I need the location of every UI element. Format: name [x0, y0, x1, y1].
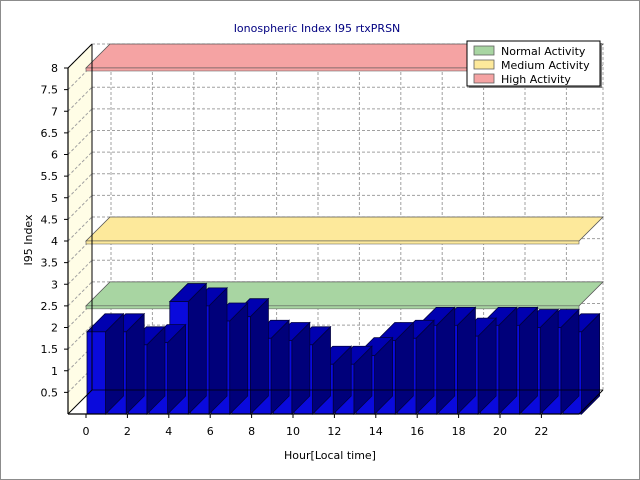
chart-title: Ionospheric Index I95 rtxPRSN — [234, 22, 401, 35]
y-tick-label: 5 — [51, 192, 58, 205]
bar-side — [229, 302, 249, 415]
x-tick-label: 18 — [452, 425, 466, 438]
grid-line-y-left — [67, 259, 93, 285]
legend-label: High Activity — [501, 73, 571, 86]
legend-label: Normal Activity — [501, 45, 586, 58]
grid-line-y-left — [67, 130, 93, 155]
x-tick-label: 22 — [534, 425, 548, 438]
y-tick-label: 0.5 — [41, 386, 59, 399]
y-tick-label: 3.5 — [41, 257, 59, 270]
x-tick-label: 10 — [286, 425, 300, 438]
grid-line-y-left — [67, 151, 93, 177]
grid-line-y-left — [67, 238, 93, 263]
tick-labels: 0.5 1 1.5 2 2.5 3 3.5 4 4.5 5 5.5 6 6.5 7 7.5 8 0 2 4 6 8 10 1… — [41, 62, 549, 438]
grid-line-y-left — [67, 173, 93, 199]
x-tick-label: 16 — [410, 425, 424, 438]
grid-line-y-left — [67, 65, 93, 90]
band-normal-activity — [85, 281, 604, 307]
floor-left-edge — [67, 389, 93, 415]
y-tick-label: 6.5 — [41, 127, 59, 140]
y-tick-label: 4.5 — [41, 213, 59, 226]
x-axis-right-edge — [578, 389, 604, 415]
grid-line-y-left — [67, 216, 93, 242]
bar-side — [456, 306, 476, 415]
x-tick-label: 14 — [369, 425, 383, 438]
grid-line-y-left — [67, 368, 93, 393]
legend-swatch — [473, 45, 495, 56]
y-axis-top-edge — [67, 43, 93, 69]
bar-side — [436, 306, 456, 415]
y-tick-label: 3 — [51, 278, 58, 291]
y-axis-label: I95 Index — [22, 214, 35, 266]
x-tick-label: 6 — [207, 425, 214, 438]
grid-line-y-left — [67, 346, 93, 372]
x-tick-label: 0 — [83, 425, 90, 438]
grid-line-y-left — [67, 303, 93, 328]
grid-line-y-left — [67, 86, 93, 112]
bar-side — [208, 286, 228, 415]
y-tick-label: 2.5 — [41, 300, 59, 313]
y-tick-label: 4 — [51, 235, 58, 248]
grid-line-y-left — [67, 281, 93, 307]
legend-label: Medium Activity — [501, 59, 590, 72]
bar-front — [86, 331, 106, 415]
y-tick-label: 6 — [51, 149, 58, 162]
y-tick-label: 2 — [51, 322, 58, 335]
bar-side — [498, 306, 518, 415]
x-axis-label: Hour[Local time] — [284, 449, 376, 462]
y-tick-label: 5.5 — [41, 170, 59, 183]
y-tick-label: 7.5 — [41, 84, 59, 97]
x-tick-label: 4 — [165, 425, 172, 438]
y-tick-label: 8 — [51, 62, 58, 75]
bar-side — [187, 282, 207, 415]
x-tick-label: 8 — [248, 425, 255, 438]
legend-swatch — [473, 59, 495, 70]
y-tick-label: 1 — [51, 365, 58, 378]
legend-swatch — [473, 73, 495, 84]
bars — [86, 282, 601, 415]
y-tick-label: 1.5 — [41, 343, 59, 356]
bar-side — [249, 297, 269, 415]
x-tick-label: 20 — [493, 425, 507, 438]
bar-side — [519, 306, 538, 415]
grid-line-y-left — [67, 195, 93, 220]
x-tick-label: 12 — [327, 425, 341, 438]
band-edge — [85, 240, 580, 245]
grid-line-y-left — [67, 108, 93, 134]
y-tick-label: 7 — [51, 105, 58, 118]
grid-line-y-left — [67, 324, 93, 350]
x-tick-label: 2 — [124, 425, 131, 438]
band-medium-activity — [85, 216, 604, 242]
